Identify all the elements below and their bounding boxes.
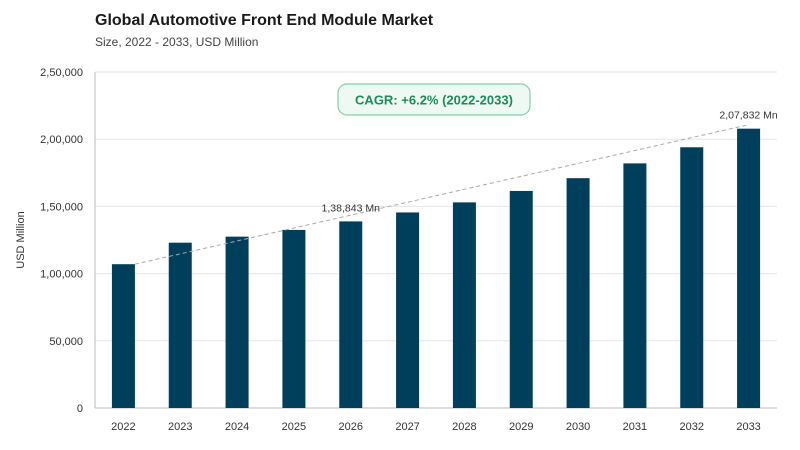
x-tick-label: 2027 — [395, 421, 419, 433]
x-tick-label: 2031 — [623, 421, 647, 433]
y-tick-label: 1,50,000 — [40, 201, 83, 213]
bar — [509, 190, 533, 408]
bar — [737, 128, 761, 408]
data-label: 1,38,843 Mn — [322, 202, 381, 214]
y-tick-label: 0 — [77, 403, 83, 415]
x-tick-label: 2025 — [282, 421, 306, 433]
x-tick-label: 2032 — [680, 421, 704, 433]
x-tick-label: 2023 — [168, 421, 192, 433]
bar — [623, 163, 647, 408]
y-tick-label: 50,000 — [49, 336, 83, 348]
bar — [396, 212, 420, 408]
x-tick-label: 2024 — [225, 421, 249, 433]
x-tick-label: 2029 — [509, 421, 533, 433]
bar — [111, 264, 135, 408]
trend-line — [134, 124, 749, 265]
bar — [680, 147, 704, 408]
y-axis-label: USD Million — [15, 211, 27, 268]
chart-title: Global Automotive Front End Module Marke… — [95, 12, 434, 29]
y-tick-label: 1,00,000 — [40, 269, 83, 281]
cagr-label: CAGR: +6.2% (2022-2033) — [355, 93, 513, 108]
data-label: 2,07,832 Mn — [719, 110, 778, 122]
bar — [282, 229, 306, 408]
x-tick-label: 2028 — [452, 421, 476, 433]
bar — [339, 221, 363, 408]
bar — [225, 236, 249, 408]
x-tick-label: 2026 — [339, 421, 363, 433]
y-tick-label: 2,50,000 — [40, 67, 83, 79]
cagr-badge — [337, 83, 531, 116]
x-tick-label: 2033 — [736, 421, 760, 433]
y-tick-label: 2,00,000 — [40, 134, 83, 146]
bar — [452, 202, 476, 408]
bar — [168, 242, 192, 408]
x-tick-label: 2030 — [566, 421, 590, 433]
x-tick-label: 2022 — [111, 421, 135, 433]
chart-subtitle: Size, 2022 - 2033, USD Million — [95, 35, 259, 49]
bar — [566, 178, 590, 408]
